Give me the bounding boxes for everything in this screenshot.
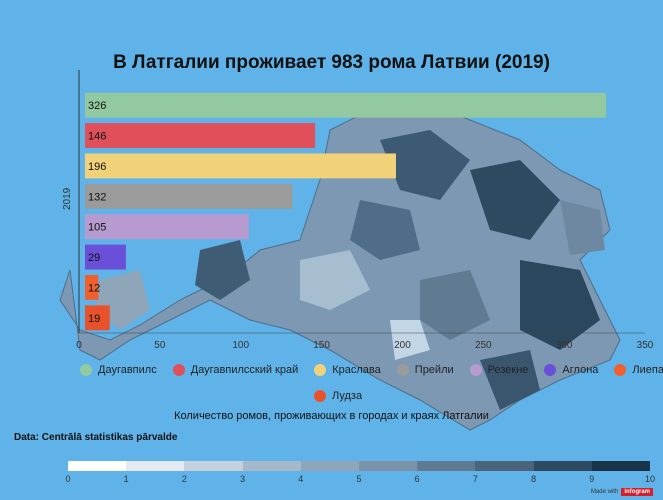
infogram-logo: infogram: [621, 488, 653, 496]
color-scale-ticks: 0 1 2 3 4 5 6 7 8 9 10: [65, 474, 655, 486]
legend-item[interactable]: Прейли: [396, 364, 454, 376]
x-tick-label: 150: [313, 340, 330, 351]
color-scale-segment: [242, 461, 301, 471]
credit-text: Made with: [590, 489, 619, 495]
color-scale-segment: [359, 461, 418, 471]
bar-value-label: 326: [88, 100, 106, 112]
bar-value-label: 196: [88, 161, 106, 173]
color-scale-tick: 5: [356, 474, 362, 484]
bar: [85, 305, 110, 331]
x-tick-label: 50: [154, 340, 166, 351]
bar-value-label: 105: [88, 222, 106, 234]
legend-swatch: [314, 364, 327, 376]
chart-title: В Латгалии проживает 983 рома Латвии (20…: [113, 52, 550, 73]
color-scale-tick: 7: [472, 474, 478, 484]
color-scale-segment: [300, 461, 360, 471]
color-scale-tick: 4: [298, 474, 304, 484]
legend-swatch: [396, 364, 409, 376]
legend-item[interactable]: Резекне: [469, 364, 529, 376]
legend-item[interactable]: Даугавпилс: [80, 364, 157, 376]
x-tick-label: 100: [232, 340, 249, 351]
bar: [85, 274, 99, 300]
color-scale-segment: [591, 461, 651, 471]
legend-label: Даугавпилс: [98, 364, 157, 376]
legend-label: Краслава: [332, 364, 381, 376]
legend-label: Резекне: [487, 364, 529, 376]
color-scale-tick: 3: [240, 474, 246, 484]
color-scale-tick: 1: [123, 474, 129, 484]
legend-label: Даугавпилсский край: [190, 364, 299, 376]
legend-item[interactable]: Аглона: [544, 364, 598, 376]
legend-row: Лудза: [80, 390, 640, 402]
bar-value-label: 29: [88, 252, 100, 264]
bar: [85, 244, 126, 270]
legend-item[interactable]: Краслава: [314, 364, 381, 376]
legend-row: Даугавпилс Даугавпилсский край Краслава Пре…: [80, 364, 663, 376]
x-tick-label: 200: [394, 340, 411, 351]
legend-swatch: [80, 364, 92, 376]
credit[interactable]: Made with infogram: [591, 488, 653, 496]
color-scale-segment: [68, 461, 127, 471]
bar: [85, 92, 607, 118]
color-scale-segment: [533, 461, 592, 471]
legend-swatch: [469, 364, 482, 376]
data-source: Data: Centrālā statistikas pārvalde: [14, 432, 178, 443]
x-axis-label: Количество ромов, проживающих в городах …: [174, 410, 489, 422]
legend-swatch: [544, 364, 557, 376]
bar-value-label: 12: [88, 282, 100, 294]
bar: [85, 183, 293, 209]
legend-label: Лудза: [332, 390, 363, 402]
bar-value-label: 19: [88, 313, 100, 325]
x-tick-label: 0: [76, 340, 82, 351]
legend-label: Аглона: [562, 364, 599, 376]
legend-item[interactable]: Даугавпилсский край: [172, 364, 299, 376]
bar: [85, 153, 396, 179]
legend-label: Прейли: [414, 364, 454, 376]
color-scale-segment: [184, 461, 243, 471]
color-scale-segment: [126, 461, 185, 471]
legend-item[interactable]: Лудза: [314, 390, 362, 402]
color-scale-tick: 6: [414, 474, 420, 484]
bar-value-label: 132: [88, 191, 106, 203]
x-tick-label: 350: [637, 340, 654, 351]
color-scale-segment: [475, 461, 534, 471]
legend-swatch: [614, 364, 627, 376]
color-scale-segment: [417, 461, 476, 471]
legend-label: Лиепая: [632, 364, 663, 376]
legend-swatch: [172, 364, 185, 376]
bar-value-label: 146: [88, 131, 106, 143]
legend-swatch: [314, 390, 326, 402]
x-tick-label: 300: [556, 340, 573, 351]
color-scale-tick: 10: [644, 474, 656, 484]
chart-legend: Даугавпилс Даугавпилсский край Краслава Пре…: [80, 364, 663, 416]
color-scale-tick: 8: [531, 474, 537, 484]
color-scale-tick: 9: [589, 474, 595, 484]
color-scale-tick: 0: [65, 474, 71, 484]
bar: [85, 214, 249, 240]
color-scale: [68, 461, 651, 471]
color-scale-tick: 2: [181, 474, 187, 484]
x-tick-label: 250: [475, 340, 492, 351]
legend-item[interactable]: Лиепая: [614, 364, 663, 376]
bar: [85, 123, 316, 149]
